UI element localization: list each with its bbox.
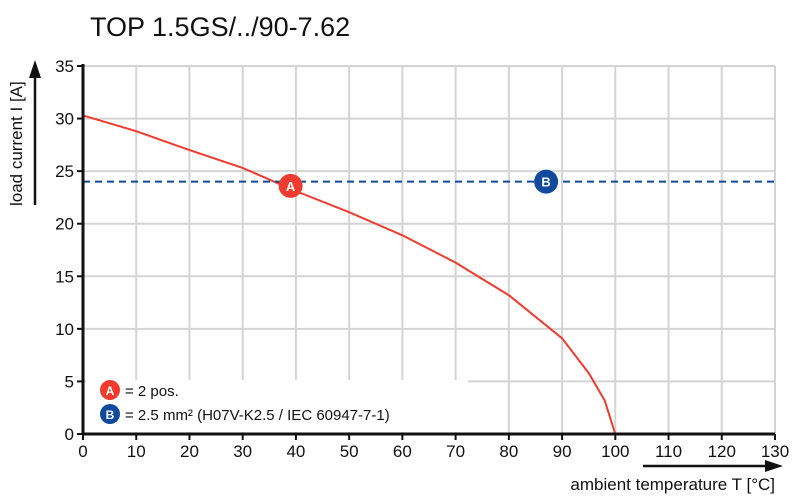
y-axis-arrowhead bbox=[29, 60, 41, 78]
legend-badge-A bbox=[100, 380, 120, 400]
y-tick-label: 15 bbox=[55, 267, 74, 286]
y-tick-label: 25 bbox=[55, 162, 74, 181]
x-tick-label: 90 bbox=[553, 442, 572, 461]
y-tick-label: 5 bbox=[65, 372, 74, 391]
x-tick-label: 40 bbox=[286, 442, 305, 461]
legend-badge-label: A bbox=[106, 384, 115, 398]
y-tick-label: 10 bbox=[55, 320, 74, 339]
x-axis-label: ambient temperature T [°C] bbox=[570, 475, 775, 494]
y-axis-label: load current I [A] bbox=[7, 81, 26, 206]
marker-label: A bbox=[286, 179, 296, 194]
legend-badge-label: B bbox=[106, 408, 115, 422]
legend-entry-text: = 2.5 mm² (H07V-K2.5 / IEC 60947-7-1) bbox=[125, 407, 390, 424]
y-tick-label: 0 bbox=[65, 425, 74, 444]
y-tick-label: 30 bbox=[55, 110, 74, 129]
x-tick-label: 130 bbox=[761, 442, 789, 461]
marker-label: B bbox=[541, 175, 550, 190]
x-tick-label: 80 bbox=[499, 442, 518, 461]
legend-entry-text: = 2 pos. bbox=[125, 383, 179, 400]
x-tick-label: 30 bbox=[233, 442, 252, 461]
marker-B bbox=[534, 169, 559, 194]
x-tick-label: 60 bbox=[393, 442, 412, 461]
x-tick-label: 50 bbox=[340, 442, 359, 461]
x-tick-label: 100 bbox=[601, 442, 629, 461]
x-axis-arrowhead bbox=[765, 460, 783, 472]
series-line-A bbox=[82, 114, 617, 435]
chart-title: TOP 1.5GS/../90-7.62 bbox=[90, 12, 350, 42]
y-tick-label: 20 bbox=[55, 215, 74, 234]
axes bbox=[81, 64, 775, 436]
x-tick-label: 110 bbox=[655, 442, 682, 461]
x-tick-label: 0 bbox=[78, 442, 87, 461]
x-tick-label: 70 bbox=[446, 442, 465, 461]
x-tick-label: 20 bbox=[180, 442, 199, 461]
legend-background bbox=[86, 380, 468, 432]
legend-badge-B bbox=[100, 404, 120, 424]
x-tick-label: 10 bbox=[127, 442, 146, 461]
legend: A = 2 pos. B = 2.5 mm² (H07V-K2.5 / IEC 609… bbox=[100, 380, 390, 424]
y-tick-label: 35 bbox=[55, 57, 74, 76]
x-tick-label: 120 bbox=[708, 442, 736, 461]
marker-A bbox=[278, 173, 303, 198]
